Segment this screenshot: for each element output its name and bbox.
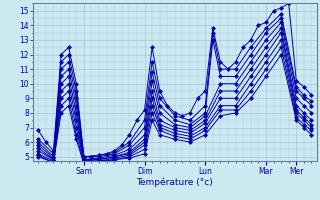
X-axis label: Température (°c): Température (°c) bbox=[137, 177, 213, 187]
